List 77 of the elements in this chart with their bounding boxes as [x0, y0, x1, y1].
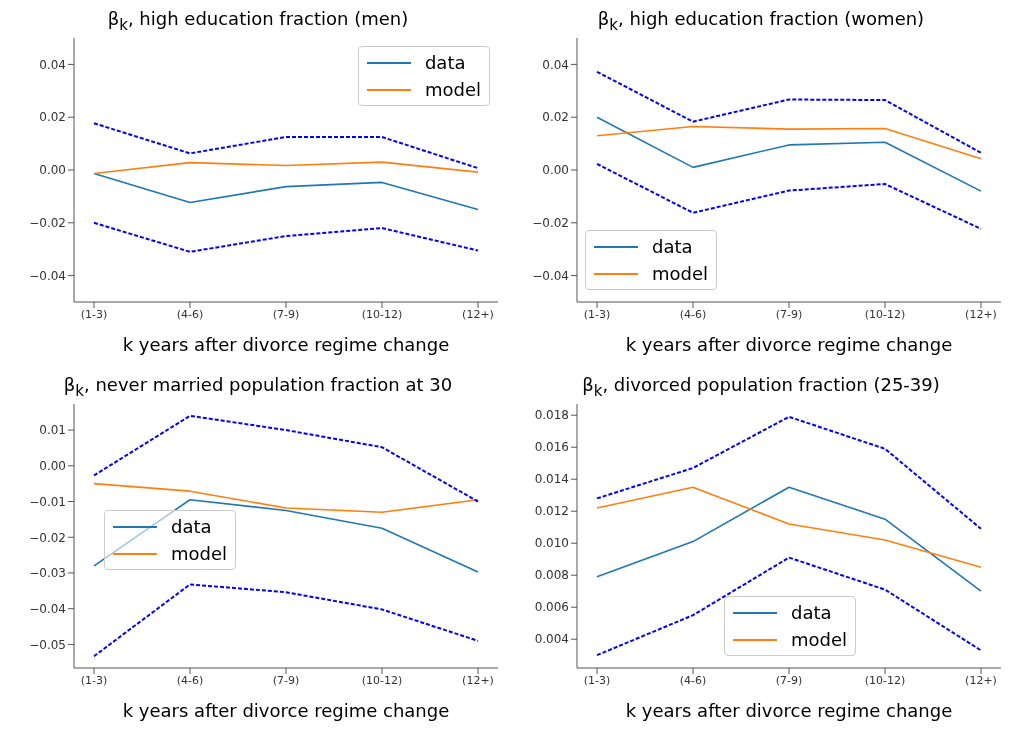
line-series — [93, 161, 479, 175]
x-tick-label: (7-9) — [775, 673, 803, 687]
y-tick-label: 0.00 — [39, 459, 66, 474]
line-series — [596, 556, 982, 657]
legend-label: model — [652, 263, 709, 284]
y-tick-label: 0.04 — [542, 57, 569, 72]
x-tick-label: (4-6) — [176, 307, 204, 321]
line-series — [596, 70, 982, 154]
x-axis-title: k years after divorce regime change — [624, 334, 954, 357]
chart-title: β$_{k}$, high education fraction (women) — [596, 8, 926, 34]
x-tick-label: (10-12) — [361, 673, 403, 687]
line-series — [596, 415, 982, 530]
x-tick-label: (1-3) — [583, 307, 611, 321]
x-axis-title: k years after divorce regime change — [121, 334, 451, 357]
legend-label: model — [791, 629, 848, 650]
y-tick-label: 0.012 — [534, 504, 569, 519]
line-series — [596, 116, 982, 192]
x-tick-label: (4-6) — [176, 673, 204, 687]
x-tick-label: (12+) — [965, 307, 997, 321]
y-tick-label: −0.04 — [532, 268, 569, 283]
x-tick-label: (4-6) — [679, 673, 707, 687]
y-tick-label: 0.01 — [39, 423, 66, 438]
y-tick-label: −0.04 — [29, 268, 66, 283]
x-tick-label: (10-12) — [864, 307, 906, 321]
line-series — [93, 221, 479, 253]
x-tick-label: (12+) — [965, 673, 997, 687]
x-axis-title: k years after divorce regime change — [121, 700, 451, 723]
line-series — [596, 486, 982, 592]
y-tick-label: −0.04 — [29, 601, 66, 616]
x-tick-label: (1-3) — [583, 673, 611, 687]
y-tick-label: 0.00 — [39, 163, 66, 178]
x-tick-label: (12+) — [462, 673, 494, 687]
x-tick-label: (1-3) — [80, 307, 108, 321]
y-tick-label: 0.008 — [534, 568, 569, 583]
y-tick-label: −0.03 — [29, 566, 66, 581]
x-tick-label: (10-12) — [361, 307, 403, 321]
chart-title: β$_{k}$, high education fraction (men) — [106, 8, 410, 34]
x-tick-label: (7-9) — [272, 307, 300, 321]
y-tick-label: −0.02 — [29, 216, 66, 231]
y-tick-label: −0.02 — [29, 530, 66, 545]
line-series — [93, 172, 479, 211]
y-tick-label: 0.02 — [39, 110, 66, 125]
x-axis-title: k years after divorce regime change — [624, 700, 954, 723]
legend-label: data — [791, 602, 832, 623]
legend-label: model — [424, 79, 481, 100]
line-series — [596, 125, 982, 160]
x-tick-label: (10-12) — [864, 673, 906, 687]
x-tick-label: (4-6) — [679, 307, 707, 321]
x-tick-label: (12+) — [462, 307, 494, 321]
y-tick-label: 0.004 — [534, 632, 569, 647]
y-tick-label: −0.01 — [29, 494, 66, 509]
y-tick-label: 0.014 — [534, 472, 569, 487]
line-series — [93, 482, 479, 514]
chart-title: β$_{k}$, divorced population fraction (25-39) — [581, 374, 941, 400]
y-tick-label: 0.018 — [534, 408, 569, 423]
line-series — [93, 498, 479, 573]
legend-label: data — [652, 236, 693, 257]
line-series — [93, 122, 479, 170]
y-tick-label: 0.02 — [542, 110, 569, 125]
y-tick-label: 0.016 — [534, 440, 569, 455]
legend-label: model — [171, 543, 228, 564]
line-series — [93, 583, 479, 658]
y-tick-label: −0.02 — [532, 216, 569, 231]
line-series — [596, 486, 982, 568]
y-tick-label: 0.006 — [534, 600, 569, 615]
line-series — [596, 162, 982, 230]
chart-title: β$_{k}$, never married population fraction at 30 — [62, 374, 454, 400]
x-tick-label: (7-9) — [272, 673, 300, 687]
line-series — [93, 414, 479, 503]
y-tick-label: 0.010 — [534, 536, 569, 551]
y-tick-label: 0.04 — [39, 57, 66, 72]
legend-label: data — [424, 52, 466, 73]
y-tick-label: −0.05 — [29, 637, 66, 652]
y-tick-label: 0.00 — [542, 163, 569, 178]
x-tick-label: (7-9) — [775, 307, 803, 321]
x-tick-label: (1-3) — [80, 673, 108, 687]
legend-label: data — [171, 516, 212, 537]
